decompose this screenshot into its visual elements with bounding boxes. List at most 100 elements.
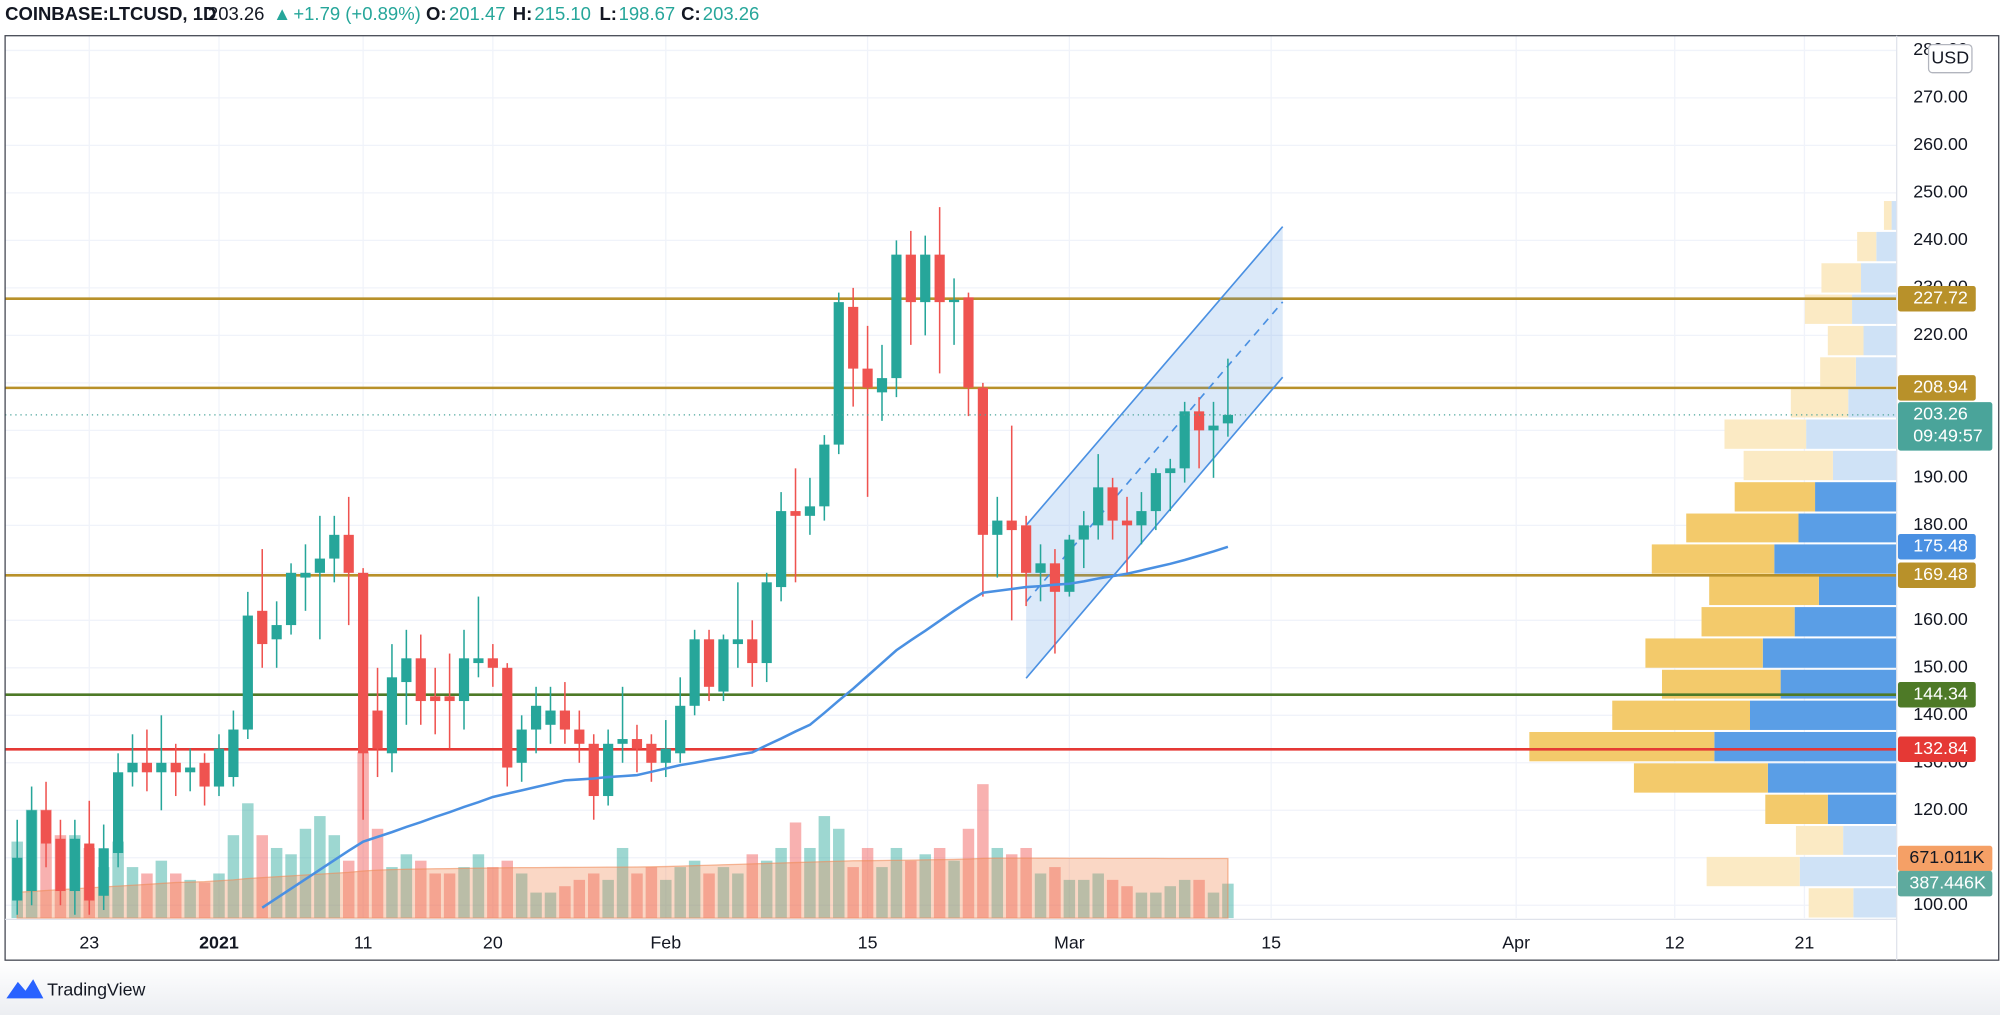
candle-body xyxy=(804,506,816,516)
candle-body xyxy=(55,838,66,892)
y-tick-label: 140.00 xyxy=(1913,704,1968,724)
profile-up xyxy=(1743,450,1833,481)
last: 203.26 xyxy=(208,3,265,24)
candle-body xyxy=(415,658,426,702)
candle-body xyxy=(948,299,960,303)
y-tick-label: 220.00 xyxy=(1913,324,1968,344)
candle-body xyxy=(170,762,181,773)
frame xyxy=(4,35,2000,961)
candle-body xyxy=(444,696,455,702)
plot xyxy=(5,35,1897,919)
profile-down xyxy=(1767,763,1897,793)
candle-body xyxy=(761,582,772,664)
volume-bar xyxy=(919,854,931,919)
volume-bar xyxy=(1092,873,1104,919)
volume-bar xyxy=(818,816,831,919)
candle-body xyxy=(141,762,153,773)
candle-body xyxy=(516,729,527,763)
logo[interactable] xyxy=(6,979,44,999)
x-tick-label: 11 xyxy=(354,932,373,952)
brand[interactable]: TradingView xyxy=(47,979,145,999)
candle-body xyxy=(271,625,282,640)
currency-badge: USD xyxy=(1931,47,1969,67)
profile-up xyxy=(1827,325,1864,356)
candle-body xyxy=(790,511,801,516)
profile-up xyxy=(1821,263,1861,293)
candle-body xyxy=(819,444,830,507)
volume-bar xyxy=(645,867,658,919)
candle-body xyxy=(977,387,988,535)
candle-body xyxy=(1035,563,1046,573)
volume-bar xyxy=(1121,886,1133,919)
x-tick-label: Apr xyxy=(1502,932,1530,952)
volume-bar xyxy=(458,867,470,919)
volume-bar xyxy=(1193,879,1205,919)
volume-bar xyxy=(890,847,903,919)
candle-body xyxy=(718,639,729,692)
open: 201.47 xyxy=(449,3,506,24)
profile-up xyxy=(1883,201,1892,230)
volume-bar xyxy=(544,892,557,919)
volume-bar xyxy=(429,873,441,919)
change: +1.79 (+0.89%) xyxy=(293,3,420,24)
volume-badge-bg xyxy=(1897,845,1993,872)
profile-down xyxy=(1714,731,1897,762)
moving-average xyxy=(261,545,1229,909)
candle-body xyxy=(530,705,542,730)
candle-body xyxy=(98,848,109,896)
volume-bar xyxy=(905,860,917,919)
volume-bar xyxy=(991,847,1004,919)
profile-up xyxy=(1686,513,1799,543)
volume-bar xyxy=(559,886,571,919)
volume-bar xyxy=(1063,879,1076,919)
volume-bar xyxy=(141,873,153,919)
profile-up xyxy=(1734,482,1816,512)
candle-body xyxy=(502,667,513,768)
profile-up xyxy=(1820,357,1856,387)
candle-body xyxy=(12,857,23,901)
candle-body xyxy=(1208,425,1219,431)
volume-bar xyxy=(602,879,614,919)
volume-bar xyxy=(314,816,326,919)
candle-body xyxy=(732,639,743,645)
profile-down xyxy=(1876,231,1897,262)
volume-bar xyxy=(789,822,802,919)
footer-bg xyxy=(0,961,2000,1015)
volume-bar xyxy=(1106,879,1119,919)
volume-bar xyxy=(256,835,268,919)
volume-bar xyxy=(631,873,643,919)
volume-bar xyxy=(213,873,225,919)
candle-body xyxy=(905,254,916,303)
volume-bar xyxy=(285,854,297,919)
profile-up xyxy=(1612,700,1750,730)
h-label: H: xyxy=(513,3,533,24)
candle-body xyxy=(372,710,383,749)
volume-bar xyxy=(732,873,744,919)
ma-label-bg xyxy=(1897,534,1976,560)
volume-bar xyxy=(487,867,499,919)
candle-body xyxy=(199,762,210,787)
candle-body xyxy=(689,639,700,706)
candle-body xyxy=(314,558,325,573)
currency-badge-bg xyxy=(1927,43,1973,74)
profile-up xyxy=(1633,763,1768,793)
volume-bar xyxy=(155,860,168,919)
candle-body xyxy=(1021,525,1032,573)
level-label: 144.34 xyxy=(1913,683,1968,703)
candle-body xyxy=(300,572,311,578)
profile-up xyxy=(1701,607,1795,637)
volume-bar xyxy=(833,828,845,919)
candle-body xyxy=(69,838,80,892)
candle-body xyxy=(833,302,844,445)
volume-bar xyxy=(242,803,254,919)
candle-body xyxy=(1078,525,1089,540)
volume-bar xyxy=(616,847,629,919)
channel-lower xyxy=(1025,376,1284,679)
volume-bar xyxy=(400,854,413,919)
candle-body xyxy=(386,677,398,754)
candle-body xyxy=(430,696,441,702)
volume-bar xyxy=(198,882,211,919)
candle-body xyxy=(1121,520,1133,526)
